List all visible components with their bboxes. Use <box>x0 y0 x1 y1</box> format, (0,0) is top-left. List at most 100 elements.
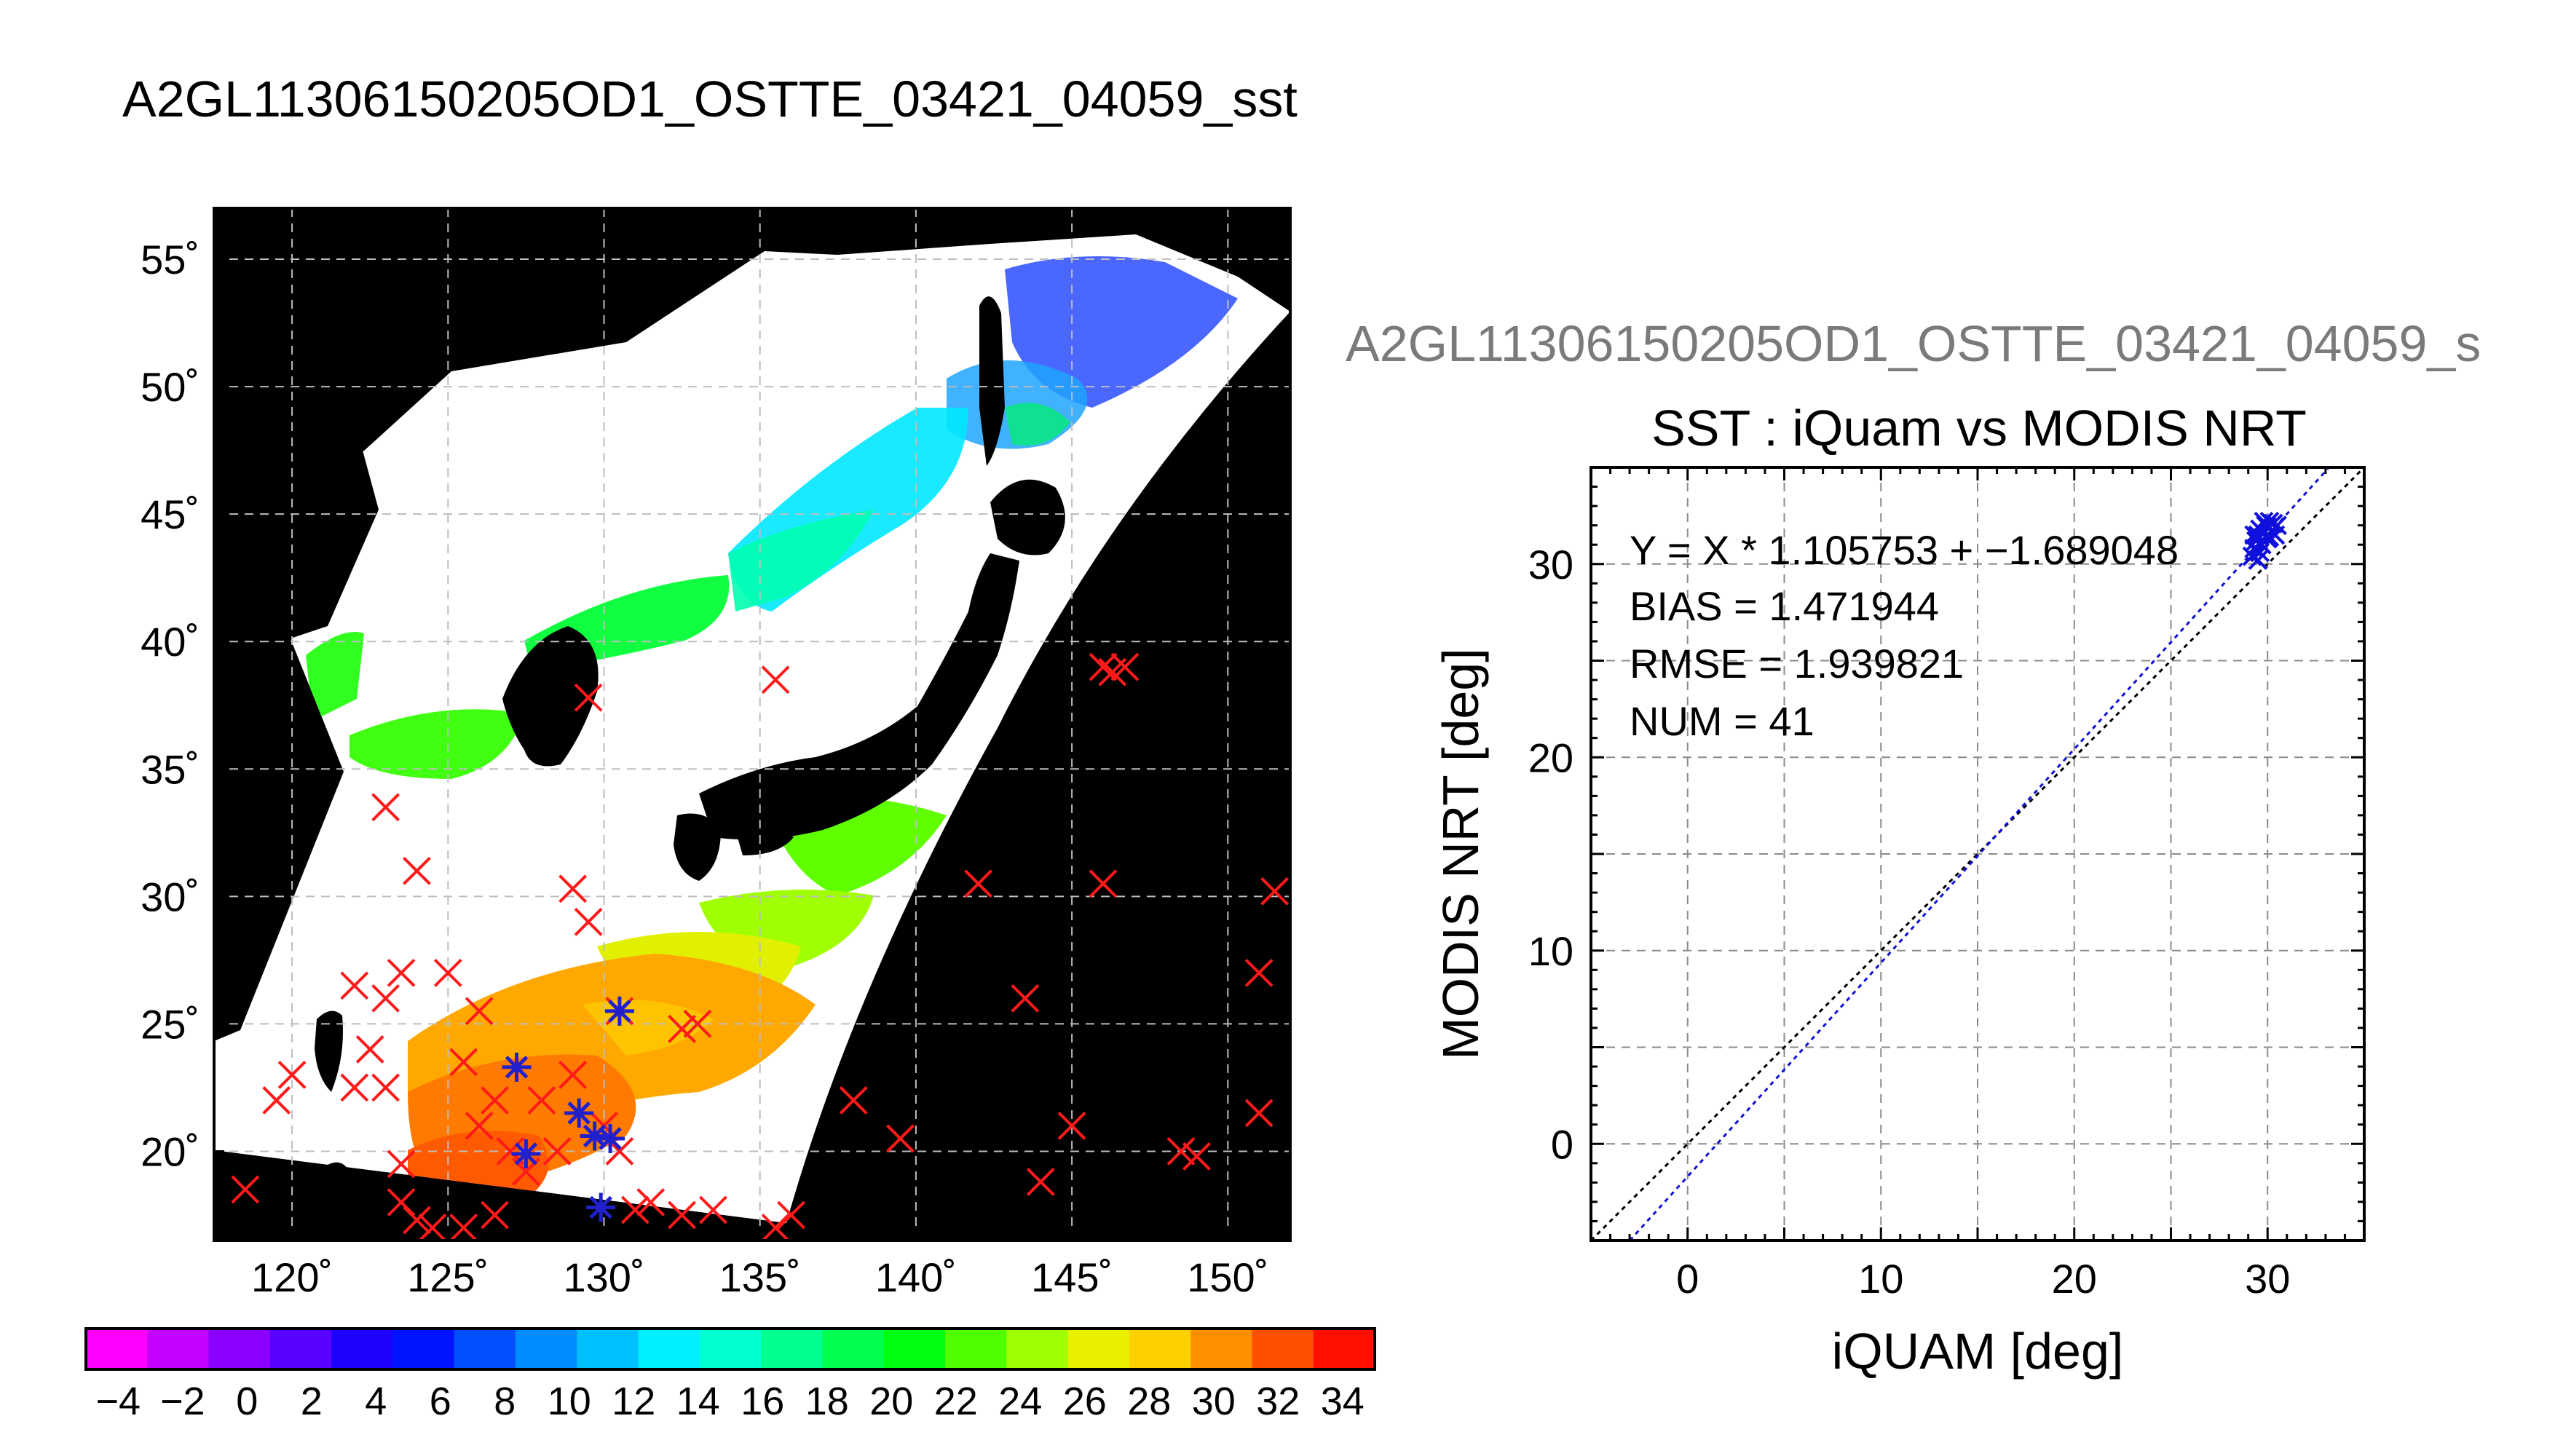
colorbar-tick-label: 2 <box>301 1380 323 1423</box>
colorbar-tick-label: 32 <box>1256 1380 1300 1423</box>
red-x-marker <box>355 1034 384 1064</box>
scatter-frame <box>1590 466 2366 1242</box>
colorbar-cell <box>208 1329 271 1369</box>
red-x-marker <box>418 1214 447 1242</box>
y-tick-label: 30 <box>1528 542 1573 587</box>
red-x-marker <box>387 1150 416 1179</box>
red-x-marker <box>262 1086 291 1115</box>
red-x-marker <box>1244 1099 1273 1128</box>
scatter-panel-title: A2GL11306150205OD1_OSTTE_03421_04059_s <box>1346 315 2481 372</box>
colorbar-tick-label: 8 <box>494 1380 516 1423</box>
colorbar-tick-label: 28 <box>1127 1380 1171 1423</box>
red-x-marker <box>1260 877 1289 906</box>
red-x-marker <box>371 984 400 1013</box>
red-x-marker <box>403 1206 431 1235</box>
colorbar-cell <box>1067 1329 1130 1369</box>
rmse-value: RMSE = 1.939821 <box>1630 641 1964 687</box>
colorbar-frame <box>84 1327 1376 1371</box>
blue-star-marker <box>586 1192 616 1222</box>
lat-label: 25˚ <box>141 1001 200 1047</box>
x-tick-label: 10 <box>1858 1256 1903 1302</box>
colorbar-cell <box>761 1329 823 1369</box>
colorbar-cell <box>331 1329 393 1369</box>
scatter-point <box>2250 542 2270 563</box>
red-x-marker <box>542 1137 572 1166</box>
red-x-marker <box>668 1200 697 1230</box>
colorbar-tick-label: 24 <box>998 1380 1042 1423</box>
lat-label: 55˚ <box>141 237 200 282</box>
red-x-marker <box>371 793 400 822</box>
blue-star-marker <box>502 1052 532 1082</box>
blue-star-marker <box>604 996 634 1026</box>
colorbar-tick-label: 30 <box>1192 1380 1236 1423</box>
red-x-marker <box>1026 1168 1055 1196</box>
colorbar-cell <box>945 1329 1007 1369</box>
sst-map: 55˚ 50˚ 45˚ 40˚ 35˚ 30˚ 25˚ 20˚ 120˚ 125˚ 130˚ 135… <box>141 207 1292 1300</box>
colorbar-tick-label: 26 <box>1063 1380 1107 1423</box>
red-x-marker <box>387 1188 416 1216</box>
y-axis-label: MODIS NRT [deg] <box>1432 648 1489 1059</box>
red-x-marker <box>886 1124 915 1153</box>
colorbar-tick-label: 18 <box>805 1380 849 1423</box>
colorbar-tick-label: 0 <box>236 1380 258 1423</box>
y-axis-ticks: 0 10 20 30 <box>1528 542 1573 1168</box>
colorbar-cell <box>1252 1329 1314 1369</box>
one-to-one-line <box>1590 466 2366 1242</box>
land-masses <box>214 240 1065 1194</box>
scatter-lines <box>1590 466 2366 1242</box>
colorbar-cell <box>1190 1329 1252 1369</box>
scatter-point <box>2254 511 2274 531</box>
regression-line <box>1629 466 2330 1242</box>
red-x-marker <box>699 1195 727 1224</box>
colorbar-cell <box>269 1329 332 1369</box>
colorbar-cell <box>392 1329 455 1369</box>
lon-label: 130˚ <box>563 1254 644 1300</box>
red-x-marker <box>481 1200 509 1230</box>
blue-star-marker <box>511 1139 541 1168</box>
red-x-marker <box>465 997 494 1026</box>
colorbar-cell <box>1129 1329 1191 1369</box>
colorbar-tick-label: −4 <box>95 1380 141 1423</box>
lon-label: 145˚ <box>1031 1254 1113 1300</box>
main-title: A2GL11306150205OD1_OSTTE_03421_04059_sst <box>122 71 1298 127</box>
x-tick-label: 0 <box>1676 1256 1699 1302</box>
lat-label: 40˚ <box>141 619 200 665</box>
colorbar-cells <box>86 1329 1375 1369</box>
blue-star-marker <box>596 1123 625 1153</box>
lon-label: 140˚ <box>875 1254 957 1300</box>
colorbar-cell <box>516 1329 577 1369</box>
latitude-axis: 55˚ 50˚ 45˚ 40˚ 35˚ 30˚ 25˚ 20˚ <box>141 237 200 1174</box>
lon-label: 125˚ <box>407 1254 489 1300</box>
red-x-marker <box>1011 984 1040 1013</box>
lon-label: 150˚ <box>1187 1254 1268 1300</box>
colorbar-tick-label: 4 <box>365 1380 387 1423</box>
colorbar-cell <box>1006 1329 1069 1369</box>
red-x-marker <box>403 856 431 885</box>
scatter-chart: SST : iQuam vs MODIS NRT 0 10 20 30 0 10 20 30… <box>1432 400 2366 1380</box>
red-x-marker <box>527 1086 556 1115</box>
colorbar-tick-label: 10 <box>548 1380 591 1423</box>
colorbar-cell <box>86 1329 148 1369</box>
chart-title: SST : iQuam vs MODIS NRT <box>1651 400 2307 456</box>
red-x-marker <box>1182 1142 1211 1171</box>
bias-value: BIAS = 1.471944 <box>1630 583 1939 629</box>
num-value: NUM = 41 <box>1630 698 1814 744</box>
red-x-marker <box>636 1188 666 1216</box>
colorbar-cell <box>577 1329 639 1369</box>
colorbar-tick-label: 22 <box>934 1380 978 1423</box>
red-x-marker <box>340 1073 369 1102</box>
colorbar-tick-label: −2 <box>160 1380 205 1423</box>
x-tick-label: 30 <box>2245 1256 2290 1302</box>
lon-label: 120˚ <box>251 1254 333 1300</box>
red-x-marker <box>449 1214 478 1242</box>
colorbar-cell <box>822 1329 885 1369</box>
colorbar-tick-label: 20 <box>869 1380 913 1423</box>
red-x-marker <box>1166 1137 1196 1166</box>
stats-annotations: Y = X * 1.105753 + −1.689048 BIAS = 1.47… <box>1630 527 2179 744</box>
red-x-marker <box>340 971 369 1000</box>
red-x-marker <box>839 1086 868 1115</box>
regression-equation: Y = X * 1.105753 + −1.689048 <box>1630 527 2179 573</box>
red-x-marker <box>620 1195 649 1224</box>
red-x-marker <box>668 1014 697 1043</box>
x-axis-label: iQUAM [deg] <box>1832 1323 2124 1380</box>
